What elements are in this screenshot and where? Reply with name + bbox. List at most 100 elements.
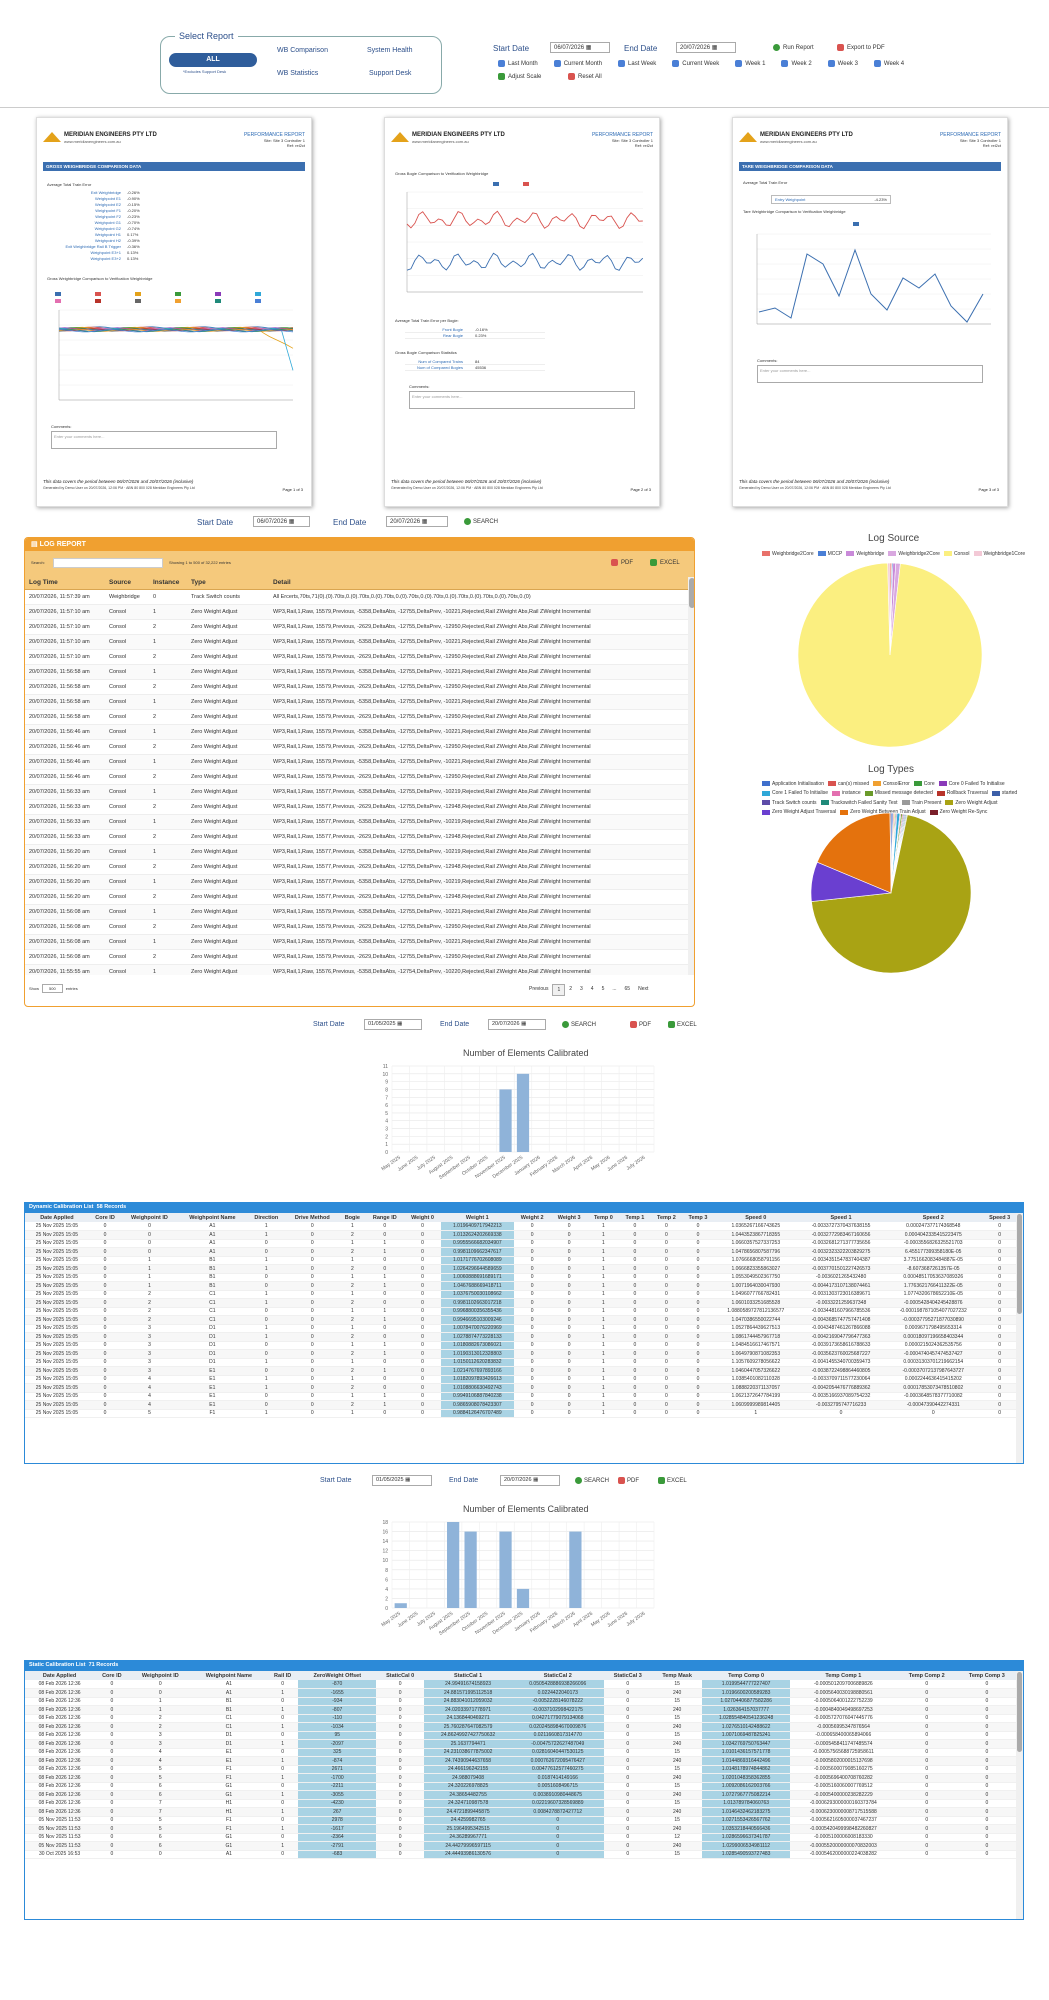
- report-option-wb-statistics[interactable]: WB Statistics: [277, 70, 319, 77]
- range-last-month[interactable]: Last Month: [498, 60, 538, 67]
- log-end-input[interactable]: 20/07/2026 ▦: [386, 516, 448, 527]
- table-row[interactable]: 25 Nov 2025 15:05 0 0 A1 1 0 1 0 0 1.019640971794…: [25, 1222, 1017, 1231]
- table-row[interactable]: 20/07/2026, 11:56:58 am Consol 2 Zero Weigh…: [25, 679, 688, 695]
- log-start-input[interactable]: 06/07/2026 ▦: [253, 516, 310, 527]
- table-row[interactable]: 25 Nov 2025 15:05 0 2 C1 0 0 1 1 0 0.996880035635…: [25, 1307, 1017, 1316]
- reset-all-button[interactable]: Reset All: [568, 73, 602, 80]
- table-row[interactable]: 08 Feb 2026 12:36 0 4 E1 1 -874 0 24.7439094463…: [25, 1756, 1017, 1766]
- table-row[interactable]: 05 Nov 2025 11:53 0 5 F1 0 2978 0 24.4259982765…: [25, 1816, 1017, 1825]
- table-row[interactable]: 08 Feb 2026 12:36 0 4 E1 0 325 0 24.23103867787…: [25, 1748, 1017, 1757]
- scroll-thumb[interactable]: [1017, 1214, 1022, 1314]
- table-row[interactable]: 20/07/2026, 11:56:33 am Consol 2 Zero Weigh…: [25, 829, 688, 845]
- log-search-input[interactable]: [53, 558, 163, 568]
- run-report-button[interactable]: Run Report: [773, 44, 814, 51]
- table-row[interactable]: 25 Nov 2025 15:05 0 4 E1 0 0 2 1 0 0.986590807842…: [25, 1400, 1017, 1410]
- static-start-input[interactable]: 01/05/2025 ▦: [372, 1475, 432, 1486]
- comments-input[interactable]: Enter your comments here...: [409, 391, 635, 409]
- comments-input[interactable]: Enter your comments here...: [757, 365, 983, 383]
- table-row[interactable]: 08 Feb 2026 12:36 0 7 H1 1 267 0 24.47218994458…: [25, 1807, 1017, 1817]
- table-row[interactable]: 25 Nov 2025 15:05 0 1 B1 1 0 2 0 0 1.026429664458…: [25, 1264, 1017, 1274]
- table-row[interactable]: 20/07/2026, 11:56:20 am Consol 2 Zero Weigh…: [25, 889, 688, 905]
- table-row[interactable]: 25 Nov 2025 15:05 0 5 F1 1 0 1 0 0 0.988412647670…: [25, 1409, 1017, 1418]
- range-week-4[interactable]: Week 4: [873, 60, 904, 67]
- range-current-week[interactable]: Current Week: [672, 60, 719, 67]
- end-date-input[interactable]: 20/07/2026 ▦: [676, 42, 736, 53]
- table-row[interactable]: 20/07/2026, 11:56:46 am Consol 1 Zero Weigh…: [25, 724, 688, 740]
- table-row[interactable]: 20/07/2026, 11:56:20 am Consol 1 Zero Weigh…: [25, 844, 688, 860]
- report-option-wb-comparison[interactable]: WB Comparison: [277, 47, 328, 54]
- table-row[interactable]: 25 Nov 2025 15:05 0 3 D1 0 0 2 1 0 1.019031301232…: [25, 1349, 1017, 1359]
- range-last-week[interactable]: Last Week: [618, 60, 656, 67]
- start-date-input[interactable]: 06/07/2026 ▦: [550, 42, 610, 53]
- table-row[interactable]: 30 Oct 2025 16:53 0 0 A1 0 -683 0 24.4449398613…: [25, 1850, 1017, 1859]
- table-row[interactable]: 20/07/2026, 11:56:46 am Consol 1 Zero Weigh…: [25, 754, 688, 770]
- log-excel-button[interactable]: EXCEL: [650, 559, 680, 566]
- dyn-excel-button[interactable]: EXCEL: [668, 1021, 697, 1028]
- table-row[interactable]: 08 Feb 2026 12:36 0 2 C1 1 -1034 0 25.760287647…: [25, 1722, 1017, 1732]
- table-row[interactable]: 08 Feb 2026 12:36 0 3 D1 0 95 0 24.862499274277…: [25, 1731, 1017, 1740]
- table-row[interactable]: 25 Nov 2025 15:05 0 2 C1 1 0 2 0 0 0.998110266301…: [25, 1298, 1017, 1308]
- dyn-pdf-button[interactable]: PDF: [630, 1021, 651, 1028]
- table-row[interactable]: 25 Nov 2025 15:05 0 4 E1 1 0 1 0 0 1.018209789342…: [25, 1375, 1017, 1384]
- table-row[interactable]: 05 Nov 2025 11:53 0 6 G1 1 -2791 0 24.442799965…: [25, 1841, 1017, 1851]
- page-button[interactable]: ...: [612, 986, 617, 992]
- table-row[interactable]: 20/07/2026, 11:57:10 am Consol 2 Zero Weigh…: [25, 649, 688, 665]
- report-option-all[interactable]: ALL: [169, 53, 257, 67]
- table-row[interactable]: 20/07/2026, 11:56:20 am Consol 1 Zero Weigh…: [25, 874, 688, 890]
- static-scrollbar[interactable]: [1016, 1671, 1023, 1919]
- table-row[interactable]: 25 Nov 2025 15:05 0 0 A1 1 0 2 0 0 1.013262420266…: [25, 1230, 1017, 1240]
- range-current-month[interactable]: Current Month: [553, 60, 602, 67]
- table-row[interactable]: 20/07/2026, 11:56:08 am Consol 1 Zero Weigh…: [25, 904, 688, 920]
- dyn-end-input[interactable]: 20/07/2026 ▦: [488, 1019, 546, 1030]
- table-row[interactable]: 20/07/2026, 11:56:58 am Consol 2 Zero Weigh…: [25, 709, 688, 725]
- table-row[interactable]: 08 Feb 2026 12:36 0 5 F1 1 -1700 0 24.988079408…: [25, 1773, 1017, 1783]
- table-row[interactable]: 20/07/2026, 11:56:08 am Consol 2 Zero Weigh…: [25, 949, 688, 965]
- scroll-thumb[interactable]: [1017, 1672, 1022, 1752]
- table-row[interactable]: 25 Nov 2025 15:05 0 3 D1 1 0 1 0 0 1.015011262028…: [25, 1358, 1017, 1367]
- table-row[interactable]: 20/07/2026, 11:56:20 am Consol 2 Zero Weigh…: [25, 859, 688, 875]
- table-row[interactable]: 20/07/2026, 11:56:33 am Consol 1 Zero Weigh…: [25, 784, 688, 800]
- table-row[interactable]: 08 Feb 2026 12:36 0 3 D1 1 -2097 0 25.163779447…: [25, 1739, 1017, 1749]
- dyn-scrollbar[interactable]: [1016, 1213, 1023, 1463]
- static-pdf-button[interactable]: PDF: [618, 1477, 639, 1484]
- table-row[interactable]: 08 Feb 2026 12:36 0 0 A1 1 -1655 0 24.881571995…: [25, 1688, 1017, 1698]
- comments-input[interactable]: Enter your comments here...: [51, 431, 277, 449]
- table-row[interactable]: 08 Feb 2026 12:36 0 1 B1 1 -807 0 24.0203397177…: [25, 1705, 1017, 1715]
- static-end-input[interactable]: 20/07/2026 ▦: [500, 1475, 560, 1486]
- table-row[interactable]: 08 Feb 2026 12:36 0 0 A1 0 -870 0 24.9949167415…: [25, 1680, 1017, 1689]
- range-week-3[interactable]: Week 3: [827, 60, 858, 67]
- table-row[interactable]: 08 Feb 2026 12:36 0 7 H1 0 -4230 0 24.324710987…: [25, 1799, 1017, 1808]
- table-row[interactable]: 25 Nov 2025 15:05 0 3 D1 1 0 1 0 0 1.007847007622…: [25, 1324, 1017, 1333]
- table-row[interactable]: 20/07/2026, 11:56:08 am Consol 1 Zero Weigh…: [25, 934, 688, 950]
- table-row[interactable]: 25 Nov 2025 15:05 0 3 E1 0 0 2 1 0 1.021476769789…: [25, 1366, 1017, 1376]
- log-scrollbar[interactable]: [688, 577, 694, 975]
- range-week-2[interactable]: Week 2: [781, 60, 812, 67]
- table-row[interactable]: 25 Nov 2025 15:05 0 3 D1 0 0 1 1 0 1.018088267308…: [25, 1341, 1017, 1350]
- table-row[interactable]: 20/07/2026, 11:56:46 am Consol 2 Zero Weigh…: [25, 739, 688, 755]
- scroll-thumb[interactable]: [689, 578, 694, 608]
- table-row[interactable]: 20/07/2026, 11:56:33 am Consol 1 Zero Weigh…: [25, 814, 688, 830]
- page-button[interactable]: 5: [601, 986, 605, 992]
- table-row[interactable]: 20/07/2026, 11:55:55 am Consol 1 Zero Weigh…: [25, 964, 688, 975]
- page-button[interactable]: 4: [590, 986, 594, 992]
- table-row[interactable]: 25 Nov 2025 15:05 0 0 A1 0 0 1 1 0 0.995556668203…: [25, 1239, 1017, 1248]
- table-row[interactable]: 08 Feb 2026 12:36 0 6 G1 1 -3055 0 24.386544827…: [25, 1790, 1017, 1800]
- table-row[interactable]: 05 Nov 2025 11:53 0 5 F1 1 -1617 0 25.196499534…: [25, 1824, 1017, 1834]
- table-row[interactable]: 20/07/2026, 11:56:33 am Consol 2 Zero Weigh…: [25, 799, 688, 815]
- page-button[interactable]: Previous: [529, 986, 549, 992]
- table-row[interactable]: 25 Nov 2025 15:05 0 1 B1 0 0 2 1 0 1.046768866941…: [25, 1281, 1017, 1291]
- adjust-scale-button[interactable]: Adjust Scale: [498, 73, 541, 80]
- log-pdf-button[interactable]: PDF: [611, 559, 633, 566]
- export-pdf-button[interactable]: Export to PDF: [837, 44, 885, 51]
- page-length-select[interactable]: 500: [42, 984, 63, 993]
- range-week-1[interactable]: Week 1: [735, 60, 765, 67]
- dyn-start-input[interactable]: 01/05/2025 ▦: [364, 1019, 422, 1030]
- table-row[interactable]: 08 Feb 2026 12:36 0 5 F1 0 2671 0 24.4661962421…: [25, 1765, 1017, 1774]
- table-row[interactable]: 20/07/2026, 11:56:58 am Consol 1 Zero Weigh…: [25, 694, 688, 710]
- page-button[interactable]: Next: [638, 986, 649, 992]
- table-row[interactable]: 20/07/2026, 11:56:08 am Consol 2 Zero Weigh…: [25, 919, 688, 935]
- report-option-support-desk[interactable]: Support Desk: [369, 70, 412, 77]
- table-row[interactable]: 25 Nov 2025 15:05 0 4 E1 0 0 1 1 0 0.994910688784…: [25, 1392, 1017, 1401]
- page-button[interactable]: 3: [580, 986, 583, 992]
- table-row[interactable]: 25 Nov 2025 15:05 0 1 B1 0 0 1 1 0 1.006088869168…: [25, 1273, 1017, 1282]
